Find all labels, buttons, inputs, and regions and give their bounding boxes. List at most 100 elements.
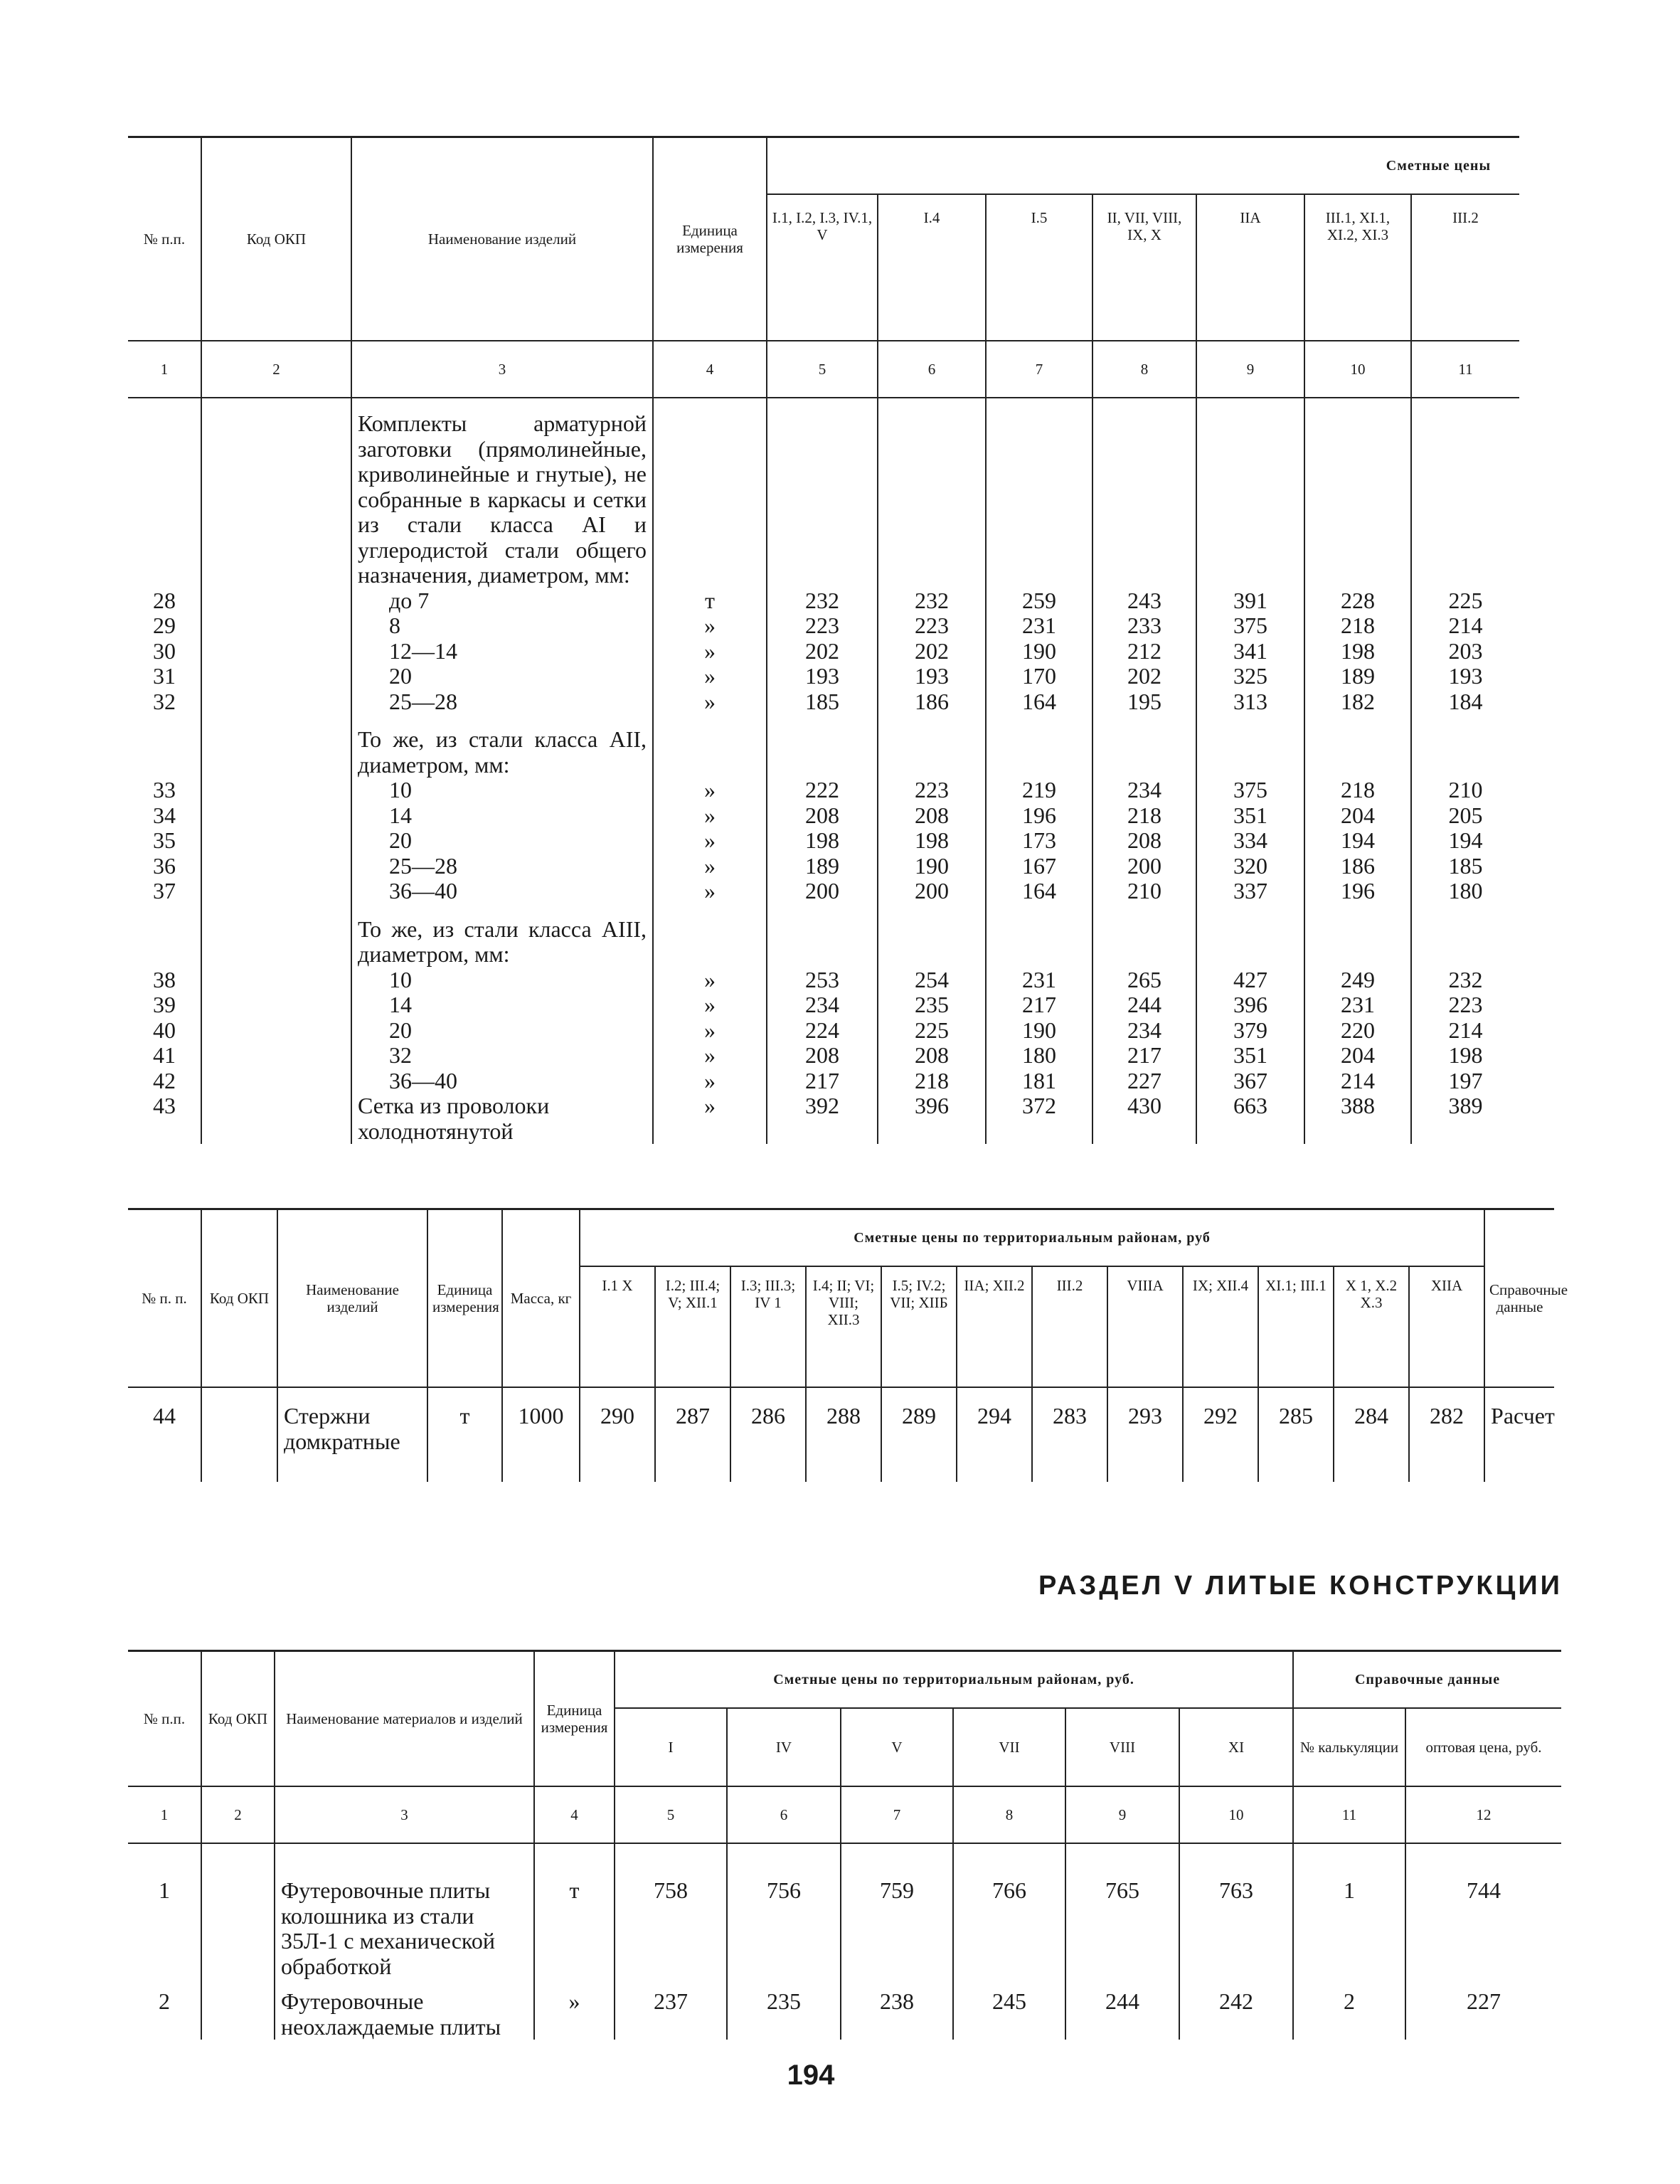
price-cell: 334	[1196, 827, 1305, 854]
unit-cell: »	[652, 689, 767, 714]
header-cell: VII	[952, 1707, 1066, 1787]
item-name: 14	[351, 992, 654, 1018]
price-cell	[1410, 903, 1521, 968]
price-cell	[1304, 398, 1412, 588]
price-cell: 766	[952, 1843, 1066, 1979]
row-number	[127, 903, 202, 968]
item-name: Сетка из проволоки холоднотянутой	[351, 1093, 654, 1144]
column-number: 7	[840, 1786, 954, 1844]
price-cell: 218	[877, 1068, 987, 1093]
item-name: 8	[351, 613, 654, 639]
column-number: 11	[1292, 1786, 1407, 1844]
price-cell: 232	[877, 588, 987, 613]
code-cell	[201, 638, 352, 664]
header-cell: I.1, I.2, I.3, IV.1, V	[766, 194, 878, 341]
item-name: Футеровочные неохлаждаемые плиты	[274, 1979, 535, 2040]
price-cell: 294	[956, 1387, 1033, 1482]
price-cell: 228	[1304, 588, 1412, 613]
price-cell: 190	[985, 638, 1093, 664]
price-cell: 351	[1196, 1042, 1305, 1069]
price-cell	[1196, 903, 1305, 968]
unit-cell: »	[652, 613, 767, 639]
price-cell: 184	[1410, 689, 1521, 714]
header-cell: Единица измерения	[533, 1651, 615, 1787]
price-cell	[1092, 903, 1197, 968]
price-cell: 293	[1107, 1387, 1184, 1482]
item-name: 12—14	[351, 638, 654, 664]
price-cell: 232	[1410, 967, 1521, 992]
code-cell	[201, 802, 352, 828]
code-cell	[201, 967, 352, 992]
header-cell: № п.п.	[127, 137, 202, 341]
header-cell: XI	[1178, 1707, 1294, 1787]
code-cell	[201, 903, 352, 968]
price-cell: 180	[1410, 878, 1521, 904]
price-cell: 341	[1196, 638, 1305, 664]
header-cell: оптовая цена, руб.	[1405, 1707, 1563, 1787]
price-cell: 756	[726, 1843, 841, 1979]
table-row: 34 14» 208 208 196 218 351 204 205	[127, 802, 1521, 828]
price-cell: 223	[766, 613, 878, 639]
table-row: № п. п. Код ОКП Наименование изделий Единиц…	[127, 1209, 1568, 1388]
unit-cell	[652, 398, 767, 588]
row-number: 38	[127, 967, 202, 992]
table-row: 28 до 7 т 232 232 259 243 391 228 225	[127, 588, 1521, 613]
price-cell: 285	[1258, 1387, 1334, 1482]
price-cell: 195	[1092, 689, 1197, 714]
price-cell: 182	[1304, 689, 1412, 714]
row-number	[127, 398, 202, 588]
price-cell: 232	[766, 588, 878, 613]
unit-cell	[652, 714, 767, 778]
prices-table: № п. п. Код ОКП Наименование изделий Единиц…	[127, 1209, 1568, 1482]
table-wrapper: № п.п. Код ОКП Наименование материалов и и…	[127, 1650, 1563, 2040]
price-cell: 181	[985, 1068, 1093, 1093]
header-cell: IIA	[1196, 194, 1305, 341]
column-number: 5	[766, 340, 878, 398]
table-row: То же, из стали класса AII, диаметром, м…	[127, 714, 1521, 778]
group-name: Комплекты арматурной заготовки (прямолин…	[351, 398, 654, 588]
price-cell: 198	[1410, 1042, 1521, 1069]
item-name: 36—40	[351, 1068, 654, 1093]
price-cell: 372	[985, 1093, 1093, 1144]
code-cell	[201, 1387, 278, 1482]
code-cell	[201, 398, 352, 588]
price-cell: 218	[1092, 802, 1197, 828]
section-heading: РАЗДЕЛ V ЛИТЫЕ КОНСТРУКЦИИ	[1038, 1571, 1563, 1601]
item-name: 10	[351, 967, 654, 992]
row-number: 1	[127, 1843, 202, 1979]
header-cell: III.2	[1410, 194, 1521, 341]
table-row: 37 36—40» 200 200 164 210 337 196 180	[127, 878, 1521, 904]
column-number: 4	[533, 1786, 615, 1844]
price-cell: 313	[1196, 689, 1305, 714]
price-cell: 196	[985, 802, 1093, 828]
price-cell: 249	[1304, 967, 1412, 992]
unit-cell: т	[533, 1843, 615, 1979]
price-cell: 320	[1196, 853, 1305, 879]
table-row: № п.п. Код ОКП Наименование изделий Единица…	[127, 137, 1521, 341]
item-name: Футеровочные плиты колошника из стали 35…	[274, 1843, 535, 1979]
price-cell: 290	[579, 1387, 656, 1482]
row-number: 28	[127, 588, 202, 613]
price-cell: 231	[1304, 992, 1412, 1018]
header-cell: XI.1; III.1	[1258, 1266, 1334, 1388]
table-row: 44 Стержни домкратные т 1000 290 287 286 288 289…	[127, 1387, 1556, 1482]
price-cell: 218	[1304, 777, 1412, 803]
header-cell: XIIA	[1408, 1266, 1486, 1388]
code-cell	[201, 1017, 352, 1043]
table-row: 29 8» 223 223 231 233 375 218 214	[127, 613, 1521, 639]
price-cell: 194	[1304, 827, 1412, 854]
price-cell: 231	[985, 613, 1093, 639]
price-cell: 758	[614, 1843, 728, 1979]
price-cell: 234	[1092, 1017, 1197, 1043]
price-cell: 223	[877, 777, 987, 803]
table-row: 40 20» 224 225 190 234 379 220 214	[127, 1017, 1521, 1043]
price-cell: 193	[1410, 663, 1521, 689]
item-name: 25—28	[351, 853, 654, 879]
row-number: 36	[127, 853, 202, 879]
header-cell: I.4; II; VI; VIII; XII.3	[805, 1266, 882, 1388]
page-number: 194	[787, 2060, 835, 2091]
price-cell: 208	[877, 1042, 987, 1069]
column-number: 1	[127, 1786, 202, 1844]
row-number: 29	[127, 613, 202, 639]
price-cell: 388	[1304, 1093, 1412, 1144]
